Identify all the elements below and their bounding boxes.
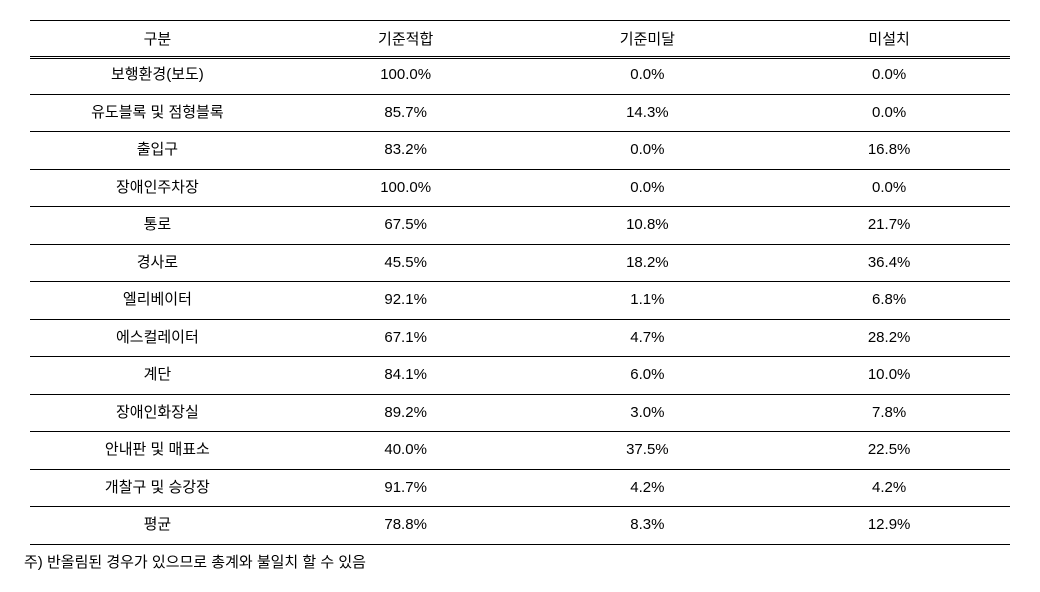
- cell-category: 통로: [30, 207, 285, 245]
- cell-category: 출입구: [30, 132, 285, 170]
- cell-value: 100.0%: [285, 169, 527, 207]
- cell-value: 83.2%: [285, 132, 527, 170]
- cell-category: 평균: [30, 507, 285, 545]
- cell-value: 21.7%: [768, 207, 1010, 245]
- cell-value: 7.8%: [768, 394, 1010, 432]
- cell-value: 8.3%: [527, 507, 769, 545]
- cell-value: 6.8%: [768, 282, 1010, 320]
- cell-value: 10.8%: [527, 207, 769, 245]
- cell-value: 0.0%: [527, 169, 769, 207]
- cell-value: 0.0%: [527, 132, 769, 170]
- cell-category: 에스컬레이터: [30, 319, 285, 357]
- cell-value: 0.0%: [768, 94, 1010, 132]
- cell-value: 40.0%: [285, 432, 527, 470]
- cell-category: 유도블록 및 점형블록: [30, 94, 285, 132]
- cell-value: 1.1%: [527, 282, 769, 320]
- cell-value: 89.2%: [285, 394, 527, 432]
- cell-value: 18.2%: [527, 244, 769, 282]
- cell-value: 4.2%: [527, 469, 769, 507]
- cell-category: 보행환경(보도): [30, 57, 285, 95]
- cell-value: 3.0%: [527, 394, 769, 432]
- footnote-text: 주) 반올림된 경우가 있으므로 총계와 불일치 할 수 있음: [24, 551, 1020, 572]
- compliance-table: 구분 기준적합 기준미달 미설치 보행환경(보도)100.0%0.0%0.0%유…: [30, 20, 1010, 545]
- cell-value: 100.0%: [285, 57, 527, 95]
- table-row: 엘리베이터92.1%1.1%6.8%: [30, 282, 1010, 320]
- cell-value: 12.9%: [768, 507, 1010, 545]
- cell-value: 36.4%: [768, 244, 1010, 282]
- cell-category: 계단: [30, 357, 285, 395]
- cell-value: 22.5%: [768, 432, 1010, 470]
- cell-value: 0.0%: [768, 169, 1010, 207]
- cell-value: 91.7%: [285, 469, 527, 507]
- table-row: 계단84.1%6.0%10.0%: [30, 357, 1010, 395]
- table-row: 유도블록 및 점형블록85.7%14.3%0.0%: [30, 94, 1010, 132]
- cell-value: 0.0%: [527, 57, 769, 95]
- col-header-not-installed: 미설치: [768, 21, 1010, 57]
- cell-value: 14.3%: [527, 94, 769, 132]
- table-row: 장애인주차장100.0%0.0%0.0%: [30, 169, 1010, 207]
- table-row: 통로67.5%10.8%21.7%: [30, 207, 1010, 245]
- cell-value: 85.7%: [285, 94, 527, 132]
- cell-category: 장애인화장실: [30, 394, 285, 432]
- compliance-table-wrapper: 구분 기준적합 기준미달 미설치 보행환경(보도)100.0%0.0%0.0%유…: [30, 20, 1010, 545]
- cell-value: 28.2%: [768, 319, 1010, 357]
- col-header-category: 구분: [30, 21, 285, 57]
- cell-value: 4.2%: [768, 469, 1010, 507]
- cell-value: 4.7%: [527, 319, 769, 357]
- cell-value: 37.5%: [527, 432, 769, 470]
- cell-value: 45.5%: [285, 244, 527, 282]
- table-row: 출입구83.2%0.0%16.8%: [30, 132, 1010, 170]
- cell-value: 67.5%: [285, 207, 527, 245]
- cell-category: 장애인주차장: [30, 169, 285, 207]
- table-row: 안내판 및 매표소40.0%37.5%22.5%: [30, 432, 1010, 470]
- table-row: 에스컬레이터67.1%4.7%28.2%: [30, 319, 1010, 357]
- cell-value: 0.0%: [768, 57, 1010, 95]
- cell-category: 경사로: [30, 244, 285, 282]
- cell-value: 92.1%: [285, 282, 527, 320]
- col-header-below: 기준미달: [527, 21, 769, 57]
- table-row: 장애인화장실89.2%3.0%7.8%: [30, 394, 1010, 432]
- table-row: 평균78.8%8.3%12.9%: [30, 507, 1010, 545]
- cell-category: 개찰구 및 승강장: [30, 469, 285, 507]
- cell-value: 16.8%: [768, 132, 1010, 170]
- cell-value: 78.8%: [285, 507, 527, 545]
- cell-value: 84.1%: [285, 357, 527, 395]
- cell-category: 안내판 및 매표소: [30, 432, 285, 470]
- col-header-compliant: 기준적합: [285, 21, 527, 57]
- table-row: 보행환경(보도)100.0%0.0%0.0%: [30, 57, 1010, 95]
- cell-value: 6.0%: [527, 357, 769, 395]
- cell-category: 엘리베이터: [30, 282, 285, 320]
- cell-value: 67.1%: [285, 319, 527, 357]
- cell-value: 10.0%: [768, 357, 1010, 395]
- table-body: 보행환경(보도)100.0%0.0%0.0%유도블록 및 점형블록85.7%14…: [30, 57, 1010, 545]
- table-header-row: 구분 기준적합 기준미달 미설치: [30, 21, 1010, 57]
- table-row: 경사로45.5%18.2%36.4%: [30, 244, 1010, 282]
- table-row: 개찰구 및 승강장91.7%4.2%4.2%: [30, 469, 1010, 507]
